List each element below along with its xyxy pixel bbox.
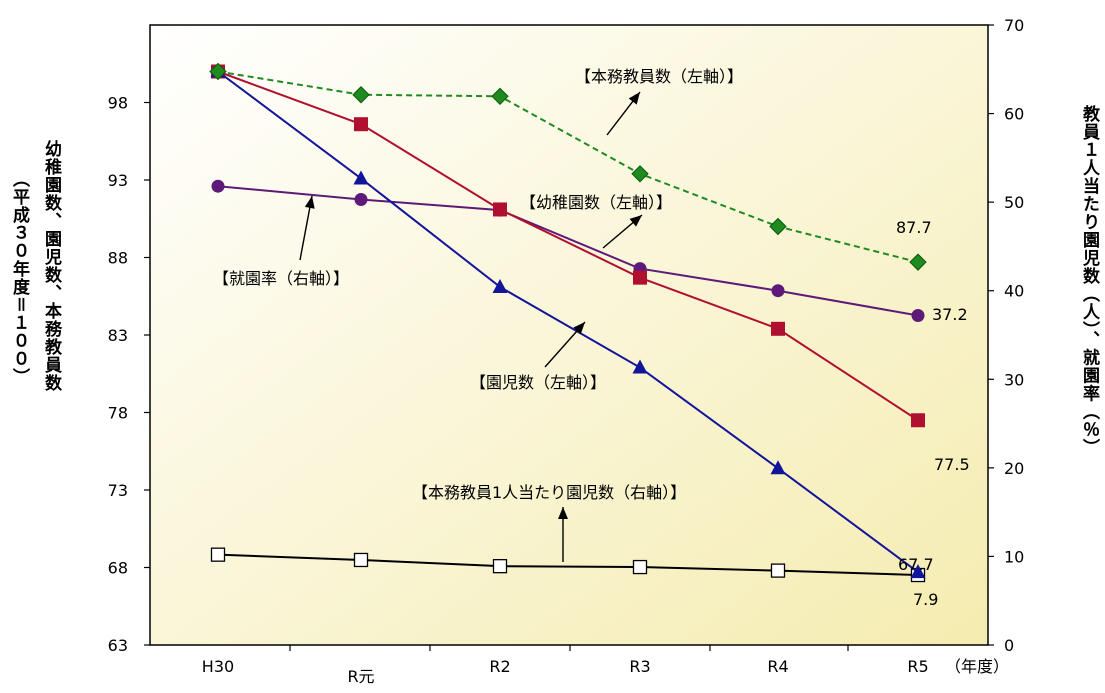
x-axis-unit-label: （年度） [945, 657, 1009, 676]
series-line [217, 70, 919, 573]
right-axis-title: 教員１人当たり園児数（人）、就園率（％） [1079, 105, 1099, 457]
left-tick-label: 78 [108, 404, 128, 423]
x-tick-label: H30 [202, 657, 234, 676]
end-value-label: 37.2 [932, 305, 968, 324]
x-tick-label: R5 [907, 657, 928, 676]
end-value-label: 87.7 [896, 218, 932, 237]
data-point [911, 309, 925, 323]
data-point [633, 270, 647, 285]
data-point [210, 547, 226, 562]
data-point [493, 202, 507, 217]
series-callout-label: 【本務教員数（左軸）】 [575, 67, 743, 86]
series-callout-label: 【就園率（右軸）】 [213, 269, 349, 288]
left-tick-label: 98 [108, 94, 128, 113]
end-value-label: 7.9 [913, 590, 938, 609]
right-tick-label: 50 [1004, 193, 1024, 212]
left-tick-label: 93 [108, 171, 128, 190]
data-point [492, 559, 508, 574]
series-line [217, 553, 919, 577]
x-tick-label: R2 [489, 657, 510, 676]
series-line [217, 70, 919, 422]
data-point [771, 321, 785, 336]
left-axis-title: 幼稚園数、園児数、本務教員数 [41, 140, 61, 392]
plot-area [149, 24, 989, 646]
left-tick-label: 83 [108, 326, 128, 345]
x-tick-label: R3 [629, 657, 650, 676]
callout-arrowhead [558, 507, 568, 519]
right-tick-label: 40 [1004, 282, 1024, 301]
left-tick-label: 68 [108, 559, 128, 578]
data-point [770, 563, 786, 578]
data-point [211, 179, 225, 193]
left-tick-label: 63 [108, 636, 128, 655]
callout-arrowhead [573, 322, 585, 335]
callout-arrowhead [628, 92, 640, 105]
data-point [770, 460, 786, 475]
data-point [491, 87, 509, 106]
x-tick-label: R4 [767, 657, 788, 676]
data-point [354, 192, 368, 206]
data-point [771, 284, 785, 298]
right-tick-label: 60 [1004, 105, 1024, 124]
callout-arrowhead [304, 196, 315, 209]
data-point [911, 413, 925, 428]
data-point [354, 117, 368, 132]
left-tick-label: 88 [108, 249, 128, 268]
data-point [909, 253, 927, 271]
right-tick-label: 70 [1004, 16, 1024, 35]
left-tick-label: 73 [108, 481, 128, 500]
right-tick-label: 0 [1004, 636, 1014, 655]
data-point [631, 165, 649, 183]
data-point [769, 217, 787, 236]
series-line [217, 70, 919, 264]
data-point [353, 552, 369, 568]
left-axis-subtitle: （平成３０年度＝１００） [9, 170, 29, 386]
series-callout-label: 【園児数（左軸）】 [470, 373, 606, 392]
data-point [353, 170, 369, 185]
data-point [209, 62, 227, 81]
data-point [352, 86, 370, 104]
series-line [217, 185, 919, 317]
series-callout-label: 【本務教員1人当たり園児数（右軸）】 [412, 483, 686, 502]
end-value-label: 67.7 [898, 555, 934, 574]
data-point [910, 564, 926, 579]
end-value-label: 77.5 [934, 455, 970, 474]
x-tick-label: R元 [347, 667, 374, 686]
right-tick-label: 20 [1004, 459, 1024, 478]
series-callout-label: 【幼稚園数（左軸）】 [520, 193, 672, 212]
right-tick-label: 30 [1004, 370, 1024, 389]
right-tick-label: 10 [1004, 547, 1024, 566]
data-point [632, 359, 648, 374]
callout-arrowhead [629, 215, 642, 227]
data-point [632, 559, 648, 575]
data-point [492, 278, 508, 293]
